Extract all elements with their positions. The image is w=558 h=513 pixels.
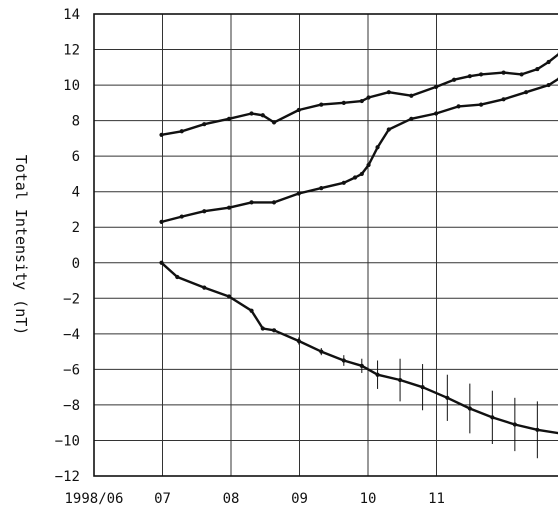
y-tick-label: −12 [55,469,80,485]
series-3: NTR(S)-REF [159,260,558,459]
data-point [490,415,495,420]
data-point [179,214,184,219]
x-tick-label: 08 [223,491,240,507]
y-axis-label: Total Intensity (nT) [12,155,30,336]
data-point [445,395,450,400]
data-point [501,97,506,102]
data-point [271,120,277,125]
y-tick-label: 14 [63,7,80,23]
data-point [249,308,254,313]
y-tick-label: −6 [63,362,80,378]
data-point [226,116,232,121]
series-layer: NTR(N)-REFNTR(E)-REF NTR(S)-REF [159,52,558,459]
y-tick-label: 12 [63,43,80,59]
data-point [512,422,517,427]
data-point [359,171,364,177]
data-point [341,180,346,185]
data-point [249,111,254,116]
series-2: NTR(E)-REF [159,76,558,224]
data-point [260,326,265,331]
x-tick-label: 07 [154,491,171,507]
data-point [271,200,277,205]
data-point [546,82,551,88]
data-point [467,406,472,411]
series-line [160,53,558,137]
data-point [409,93,414,98]
data-point [249,200,254,205]
data-point [319,349,324,354]
data-point [159,132,164,137]
data-point [386,90,391,95]
data-point [296,191,301,196]
data-point [397,377,403,383]
series-line [160,261,558,435]
data-point [226,294,232,299]
data-point [535,427,540,432]
grid-lines [94,13,558,477]
tick-labels: 14 12 10 8 6 4 2 0 −2 −4 −6 −8 −10 −12 1998/06 07 08 09 10… [55,7,445,507]
data-point [319,186,324,191]
data-point [341,100,346,105]
y-tick-label: −8 [63,398,80,414]
data-point [159,260,164,265]
data-point [433,111,439,116]
data-point [433,84,439,89]
data-point [501,70,506,75]
y-tick-label: 2 [72,220,80,236]
data-point [375,372,380,377]
data-point [202,122,207,127]
data-point [366,162,371,168]
data-point [375,145,380,150]
x-tick-label: 1998/06 [64,491,123,507]
data-point [359,98,364,104]
y-tick-label: 8 [72,114,80,130]
data-point [478,72,484,77]
data-point [546,59,551,65]
data-point [366,95,371,100]
x-tick-label: 11 [428,491,445,507]
data-point [202,285,207,290]
data-point [456,104,461,109]
data-point [359,363,364,368]
data-point [523,90,529,95]
y-tick-label: 0 [72,256,80,272]
x-tick-label: 10 [360,491,377,507]
series-line [160,77,558,224]
data-point [179,129,184,134]
data-point [409,116,414,121]
data-point [319,102,324,107]
y-tick-label: −10 [55,433,80,449]
x-tick-label: 09 [291,491,308,507]
data-point [296,338,301,344]
data-point [420,385,425,390]
data-point [296,107,301,113]
data-point [519,72,524,77]
data-point [271,328,277,333]
data-point [352,175,358,180]
data-point [451,77,457,82]
data-point [467,74,472,79]
data-point [175,274,180,280]
plot-frame [93,13,558,477]
data-point [202,209,207,214]
series-1: NTR(N)-REF [159,52,558,137]
data-point [226,205,232,210]
y-tick-label: 6 [72,149,80,165]
y-tick-label: 10 [63,78,80,94]
y-tick-label: −2 [63,291,80,307]
data-point [260,113,265,118]
y-tick-label: −4 [63,327,80,343]
data-point [535,66,540,72]
data-point [478,102,484,107]
data-point [159,219,164,224]
y-tick-label: 4 [72,185,80,201]
data-point [386,127,391,132]
data-point [341,358,346,363]
